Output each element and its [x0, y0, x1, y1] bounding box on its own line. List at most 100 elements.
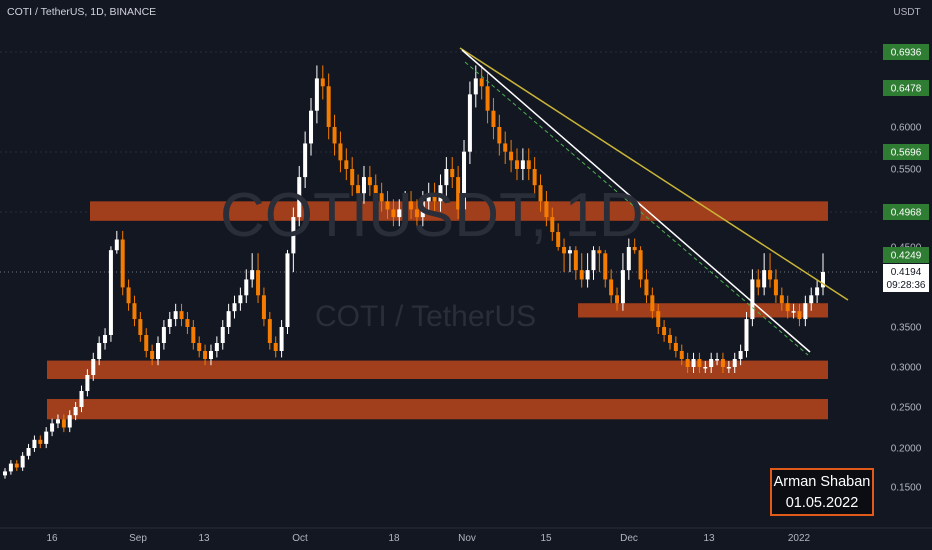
- candle-body: [344, 160, 349, 169]
- candle-body: [73, 407, 78, 416]
- price-zone: [90, 201, 828, 221]
- candle-body: [703, 367, 708, 369]
- candle-body: [232, 303, 237, 312]
- candle-body: [414, 209, 419, 218]
- price-tag: [883, 44, 929, 60]
- candle-body: [55, 419, 60, 424]
- price-tick-label: 0.5500: [891, 165, 922, 176]
- price-axis[interactable]: USDT0.60000.55000.45000.35000.30000.2500…: [880, 0, 932, 550]
- candle-body: [144, 335, 149, 351]
- candle-body: [756, 279, 761, 288]
- price-zone: [47, 399, 828, 420]
- candle-body: [379, 193, 384, 202]
- price-tag: [883, 144, 929, 160]
- candle-body: [361, 177, 366, 194]
- candle-body: [250, 270, 255, 280]
- time-tick-label: 18: [388, 533, 400, 544]
- time-tick-label: Nov: [458, 533, 476, 544]
- candle-body: [309, 110, 314, 144]
- candle-body: [150, 351, 155, 359]
- candle-body: [91, 359, 96, 375]
- candle-body: [603, 253, 608, 280]
- price-tag-label: 0.6478: [891, 84, 922, 95]
- candle-body: [338, 143, 343, 161]
- price-tag-label: 0.4968: [891, 208, 922, 219]
- candle-body: [815, 287, 820, 296]
- candle-body: [226, 311, 231, 327]
- candle-body: [185, 319, 190, 327]
- candle-body: [108, 250, 113, 335]
- candle-body: [667, 335, 672, 343]
- candle-body: [809, 295, 814, 304]
- candle-body: [197, 343, 202, 351]
- time-tick-label: 15: [540, 533, 552, 544]
- candle-body: [532, 169, 537, 186]
- candle-body: [61, 419, 66, 428]
- candle-body: [762, 270, 767, 288]
- candle-body: [479, 78, 484, 87]
- candle-body: [273, 343, 278, 351]
- time-tick-label: Oct: [292, 533, 308, 544]
- trend-line-channel: [464, 61, 809, 356]
- candle-body: [656, 311, 661, 327]
- candle-body: [615, 295, 620, 304]
- candle-body: [167, 319, 172, 327]
- price-zone: [578, 303, 828, 318]
- candle-body: [450, 169, 455, 178]
- candle-body: [14, 463, 19, 468]
- candle-body: [638, 250, 643, 280]
- candle-body: [779, 295, 784, 304]
- candle-body: [620, 270, 625, 304]
- candle-body: [662, 327, 667, 335]
- candle-body: [350, 169, 355, 186]
- candle-body: [8, 463, 13, 472]
- price-tick-label: 0.6000: [891, 123, 922, 134]
- candle-body: [738, 351, 743, 359]
- candle-body: [214, 343, 219, 351]
- candle-body: [85, 375, 90, 391]
- candle-body: [120, 239, 125, 288]
- candle-body: [456, 177, 461, 210]
- candle-body: [803, 303, 808, 320]
- candle-body: [497, 127, 502, 144]
- time-tick-label: 2022: [788, 533, 811, 544]
- candle-body: [397, 209, 402, 218]
- candle-body: [132, 303, 137, 320]
- time-tick-label: 16: [46, 533, 58, 544]
- candle-body: [444, 169, 449, 186]
- candle-body: [485, 86, 490, 111]
- time-axis[interactable]: 16 Sep 13 Oct 18 Nov 15 Dec 13 2022: [0, 527, 932, 544]
- watermark-name: COTI / TetherUS: [315, 300, 537, 333]
- candle-body: [420, 201, 425, 218]
- candle-body: [679, 351, 684, 359]
- candle-body: [391, 209, 396, 218]
- candle-body: [297, 177, 302, 218]
- candle-body: [156, 343, 161, 359]
- candle-body: [438, 185, 443, 202]
- watermark-symbol: COTIUSDT, 1D: [220, 181, 644, 250]
- candle-body: [720, 359, 725, 367]
- candle-body: [244, 279, 249, 296]
- price-tick-label: 0.1500: [891, 483, 922, 494]
- candle-body: [179, 311, 184, 320]
- candle-body: [526, 160, 531, 169]
- candle-body: [38, 439, 43, 444]
- candle-body: [591, 250, 596, 271]
- trend-lines: [459, 47, 849, 356]
- candle-body: [650, 295, 655, 312]
- candle-body: [509, 151, 514, 161]
- last-price-tag: [883, 264, 929, 292]
- candle-body: [750, 279, 755, 320]
- candle-body: [562, 247, 567, 254]
- candle-body: [744, 319, 749, 351]
- time-tick-label: Dec: [620, 533, 638, 544]
- candle-body: [691, 359, 696, 367]
- candle-body: [161, 327, 166, 343]
- candle-body: [138, 319, 143, 335]
- candle-body: [173, 311, 178, 320]
- candle-body: [20, 455, 25, 468]
- candle-body: [279, 327, 284, 351]
- candle-body: [356, 185, 361, 194]
- candle-body: [520, 160, 525, 169]
